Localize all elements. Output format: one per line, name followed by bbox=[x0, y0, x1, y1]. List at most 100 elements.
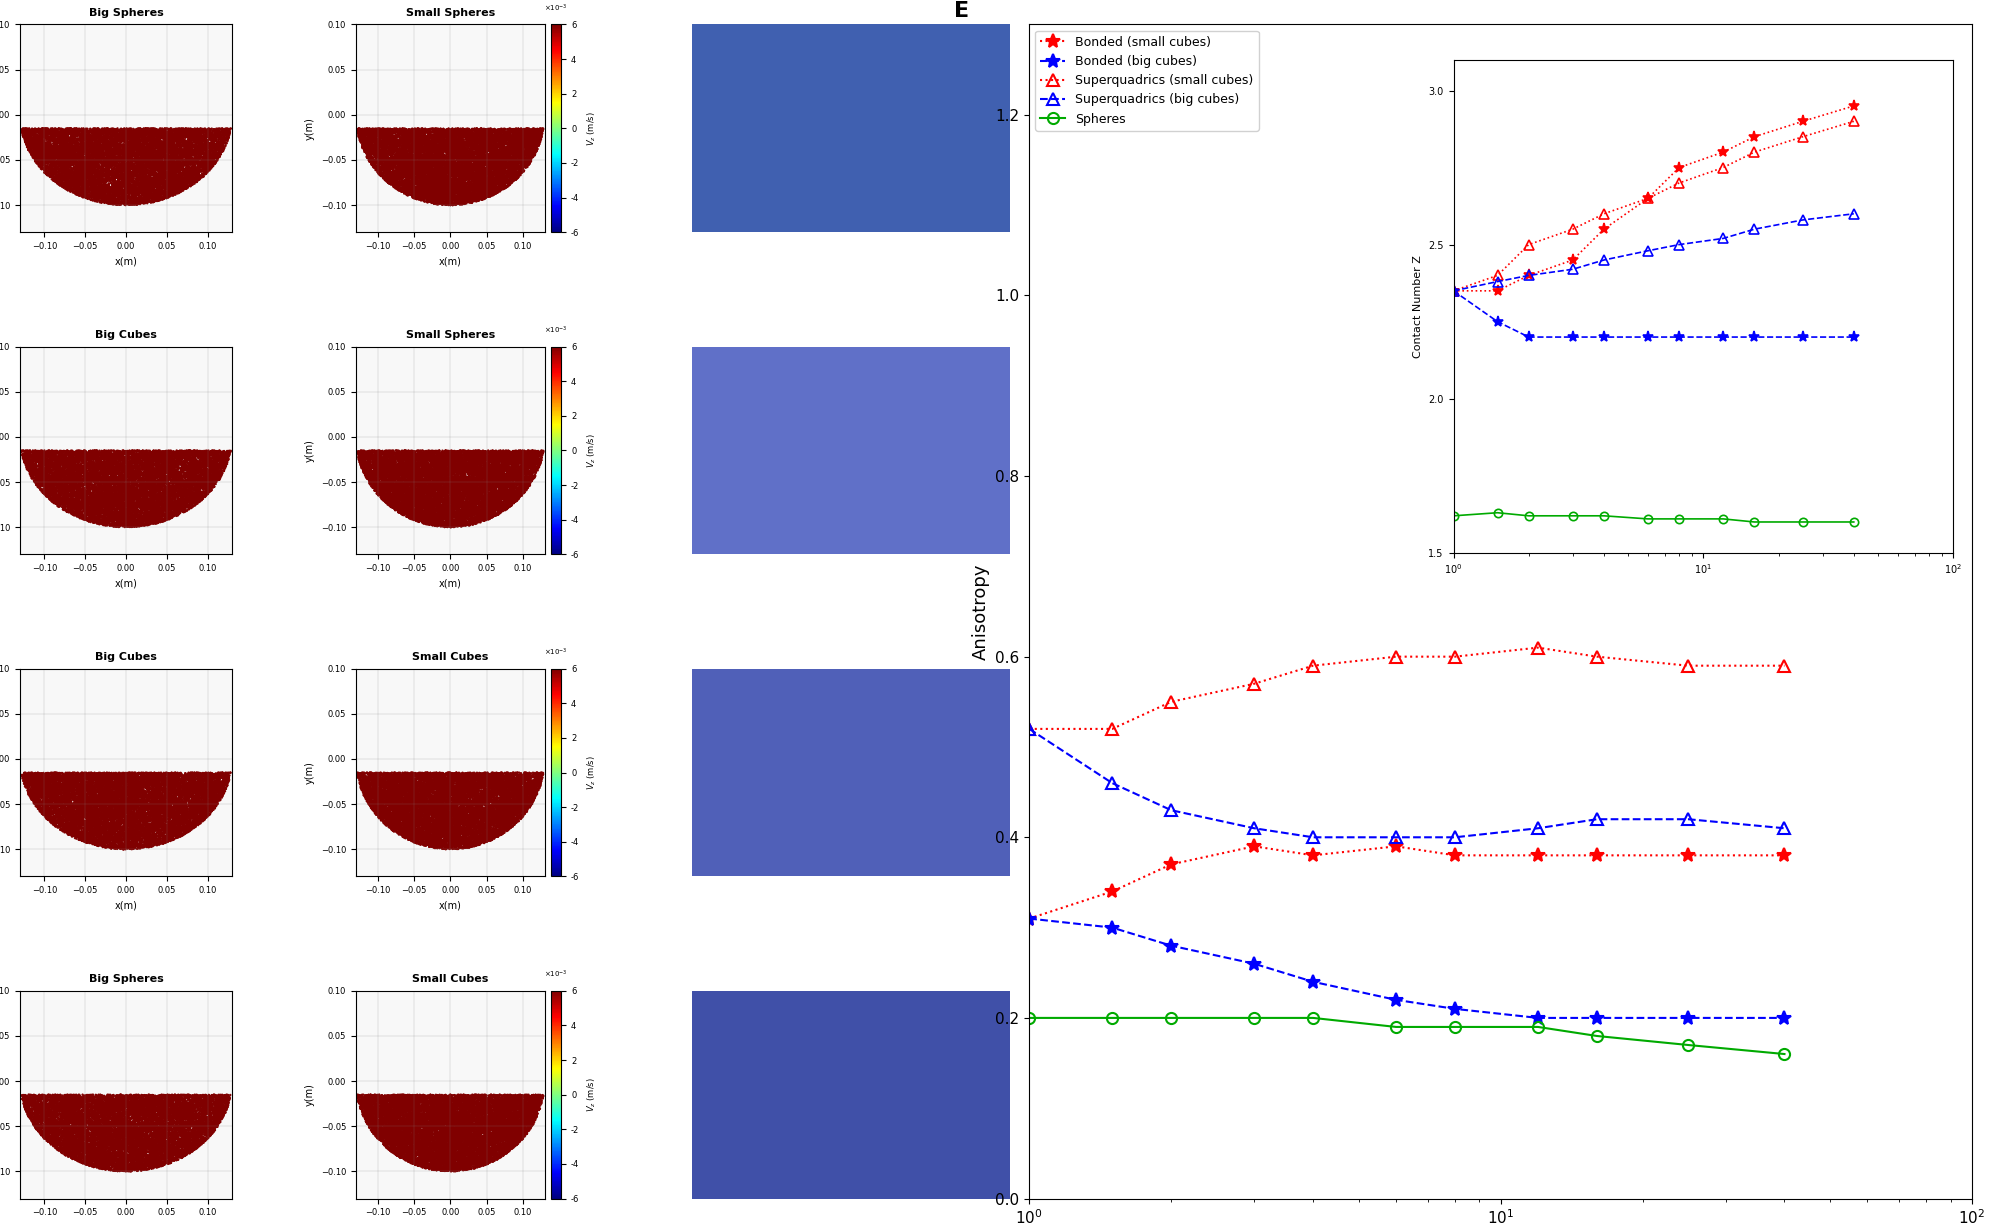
Point bbox=[139, 166, 171, 186]
Point bbox=[426, 785, 458, 805]
Point bbox=[504, 127, 536, 147]
Point bbox=[386, 172, 418, 192]
Point bbox=[514, 475, 546, 494]
Point bbox=[68, 179, 100, 198]
Point bbox=[496, 468, 528, 488]
Point bbox=[434, 514, 466, 533]
Point bbox=[498, 163, 530, 182]
Point bbox=[102, 1132, 133, 1152]
Point bbox=[502, 1129, 534, 1148]
Point bbox=[72, 768, 104, 788]
Point bbox=[94, 1098, 125, 1118]
Point bbox=[458, 166, 490, 186]
Point bbox=[20, 143, 52, 163]
Point bbox=[131, 494, 163, 514]
Point bbox=[345, 456, 376, 476]
Point bbox=[70, 444, 102, 464]
Point bbox=[404, 179, 436, 198]
Point bbox=[58, 766, 90, 785]
Point bbox=[201, 146, 233, 165]
Point bbox=[30, 807, 62, 827]
Point bbox=[72, 471, 104, 490]
Point bbox=[129, 799, 161, 818]
Point bbox=[510, 479, 542, 499]
Point bbox=[394, 492, 426, 511]
Point bbox=[351, 453, 382, 472]
Point bbox=[412, 1148, 444, 1168]
Point bbox=[406, 181, 438, 201]
Point bbox=[446, 808, 478, 828]
Point bbox=[104, 827, 135, 846]
Point bbox=[72, 810, 104, 829]
Point bbox=[78, 135, 110, 154]
Point bbox=[386, 501, 418, 521]
Point bbox=[434, 772, 466, 791]
Point bbox=[466, 143, 498, 163]
Point bbox=[384, 1142, 416, 1162]
Point bbox=[450, 1113, 482, 1132]
Point bbox=[133, 1130, 165, 1150]
Point bbox=[62, 143, 94, 163]
Point bbox=[157, 488, 189, 508]
Point bbox=[444, 152, 476, 171]
Point bbox=[191, 163, 223, 182]
Point bbox=[74, 791, 106, 811]
Point bbox=[468, 810, 500, 829]
Point bbox=[394, 466, 426, 486]
Point bbox=[18, 450, 50, 470]
Point bbox=[518, 788, 550, 807]
Point bbox=[127, 773, 159, 793]
Point bbox=[102, 122, 133, 142]
Point bbox=[62, 155, 94, 175]
Point bbox=[486, 1129, 518, 1148]
Point bbox=[157, 138, 189, 158]
Point bbox=[474, 1153, 506, 1173]
Point bbox=[488, 133, 520, 153]
Point bbox=[141, 488, 173, 508]
Point bbox=[492, 1120, 524, 1140]
Point bbox=[42, 154, 74, 174]
Point bbox=[498, 138, 530, 158]
Point bbox=[147, 142, 179, 161]
Point bbox=[394, 774, 426, 794]
Point bbox=[100, 148, 131, 168]
Point bbox=[422, 827, 454, 846]
Point bbox=[402, 1136, 434, 1156]
Point bbox=[392, 1090, 424, 1109]
Point bbox=[60, 822, 92, 841]
Point bbox=[120, 459, 151, 478]
Point bbox=[432, 827, 464, 846]
Point bbox=[388, 1112, 420, 1131]
Point bbox=[476, 1152, 508, 1172]
Point bbox=[494, 813, 526, 833]
Point bbox=[394, 143, 426, 163]
Point bbox=[165, 125, 197, 144]
Point bbox=[106, 471, 137, 490]
Point bbox=[137, 777, 169, 796]
Point bbox=[514, 453, 546, 472]
Point bbox=[56, 789, 88, 808]
Point bbox=[400, 1086, 432, 1106]
Point bbox=[46, 124, 78, 143]
Point bbox=[406, 477, 438, 497]
Point bbox=[480, 1131, 512, 1151]
Point bbox=[392, 1112, 424, 1131]
Point bbox=[398, 119, 430, 138]
Point bbox=[149, 1091, 181, 1110]
Point bbox=[110, 460, 141, 479]
Point bbox=[133, 188, 165, 208]
Point bbox=[22, 135, 54, 154]
Point bbox=[201, 1093, 233, 1113]
Point bbox=[464, 1124, 496, 1144]
Point bbox=[173, 783, 205, 802]
Point bbox=[143, 800, 175, 819]
Point bbox=[24, 786, 56, 806]
Point bbox=[502, 455, 534, 475]
Point bbox=[34, 800, 66, 819]
Point bbox=[496, 1124, 528, 1144]
Point bbox=[60, 139, 92, 159]
Point bbox=[149, 132, 181, 152]
Point bbox=[177, 137, 209, 157]
Point bbox=[432, 476, 464, 495]
Point bbox=[127, 186, 159, 205]
